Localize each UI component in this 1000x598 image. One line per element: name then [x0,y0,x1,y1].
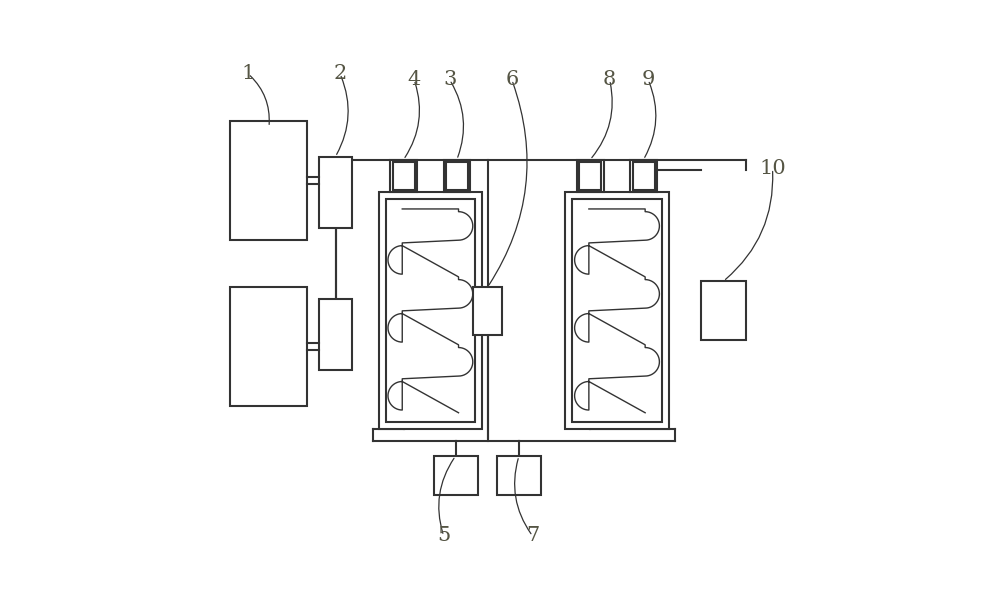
Text: 2: 2 [333,65,347,83]
Bar [379,193,482,429]
Bar [319,157,352,228]
Text: 5: 5 [437,526,450,545]
Bar [230,287,307,405]
Text: 6: 6 [505,71,518,89]
Bar [565,193,669,429]
Bar [577,160,604,193]
Bar [473,287,502,334]
Text: 7: 7 [526,526,539,545]
Bar [386,200,475,422]
Bar [390,160,417,193]
Text: 10: 10 [759,159,786,178]
Bar [497,456,541,495]
Bar [434,456,478,495]
Text: 1: 1 [242,65,255,83]
Bar [319,299,352,370]
Bar [630,160,657,193]
Bar [444,160,470,193]
Bar [446,162,468,190]
Bar [633,162,655,190]
Text: 3: 3 [443,71,456,89]
Bar [393,162,415,190]
Text: 8: 8 [603,71,616,89]
Bar [572,200,662,422]
Bar [701,281,746,340]
Bar [230,121,307,240]
Bar [579,162,601,190]
Text: 9: 9 [641,71,655,89]
Text: 4: 4 [407,71,421,89]
